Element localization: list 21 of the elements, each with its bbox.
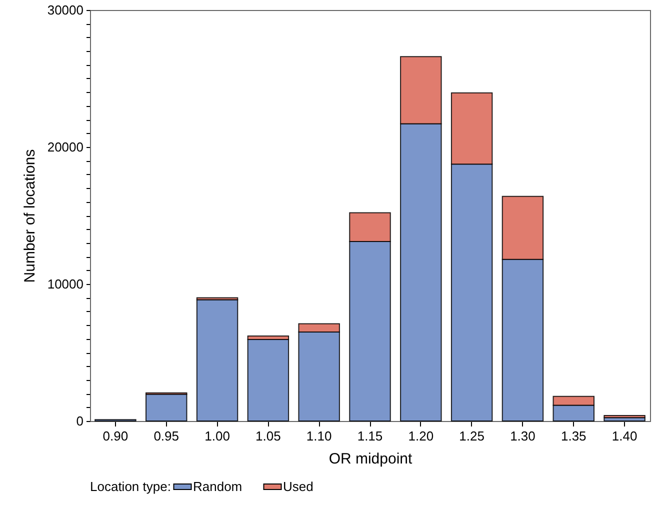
x-tick-label: 1.35 [560, 428, 586, 444]
x-tick-label: 1.25 [459, 428, 484, 444]
x-tick-label: 1.00 [204, 428, 230, 444]
x-axis-title: OR midpoint [328, 450, 414, 468]
y-tick-label: 10000 [47, 276, 84, 292]
x-tick-label: 1.20 [408, 428, 434, 444]
y-axis-title: Number of locations [21, 149, 38, 283]
x-tick-label: 0.95 [154, 428, 180, 444]
legend-label: Used [283, 478, 314, 494]
y-tick-label: 30000 [47, 2, 84, 18]
x-tick-label: 1.40 [612, 428, 638, 444]
x-tick-label: 1.30 [510, 428, 536, 444]
legend-title: Location type: [90, 479, 171, 494]
legend-label: Random [193, 478, 242, 494]
x-tick-label: 1.15 [357, 428, 383, 444]
x-tick-label: 1.10 [306, 428, 332, 444]
x-tick-label: 1.05 [256, 428, 281, 444]
y-tick-label: 0 [76, 414, 84, 428]
x-tick-label: 0.90 [102, 428, 128, 444]
y-tick-label: 20000 [47, 140, 84, 154]
bar [604, 415, 646, 418]
